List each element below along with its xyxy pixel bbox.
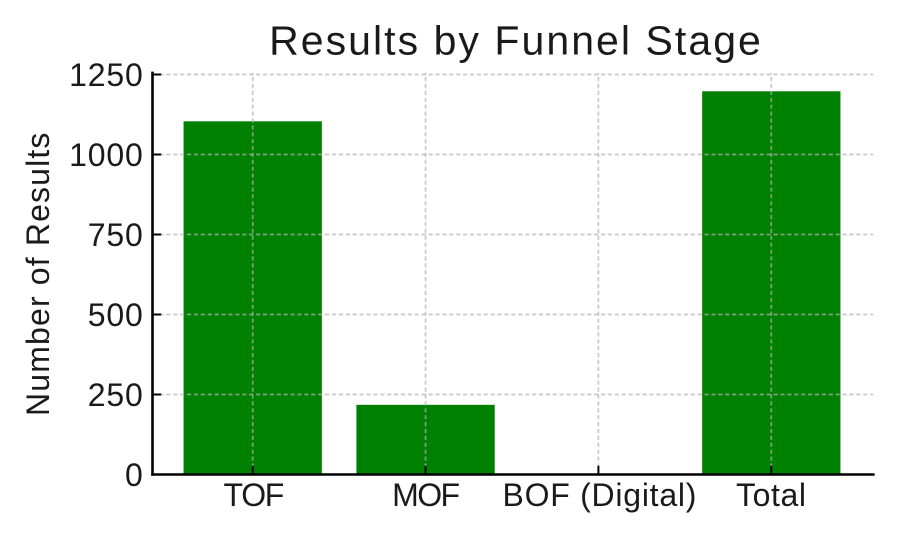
svg-text:Number of Results: Number of Results [20,131,56,416]
svg-text:1250: 1250 [69,57,144,93]
svg-text:Total: Total [736,477,807,513]
svg-text:500: 500 [88,297,144,333]
svg-text:BOF (Digital): BOF (Digital) [502,477,697,513]
svg-text:Results by Funnel Stage: Results by Funnel Stage [269,17,763,63]
svg-text:0: 0 [125,457,144,493]
svg-text:1000: 1000 [69,137,144,173]
svg-text:MOF: MOF [392,477,459,513]
svg-text:250: 250 [88,377,144,413]
svg-text:750: 750 [88,217,144,253]
svg-text:TOF: TOF [224,477,284,513]
